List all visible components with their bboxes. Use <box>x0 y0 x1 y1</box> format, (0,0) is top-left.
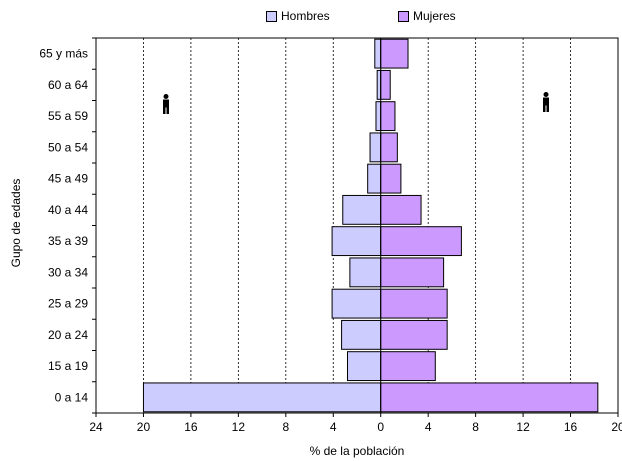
bar-hombres-2 <box>341 319 382 350</box>
x-tick-label: 16 <box>184 420 198 434</box>
legend-label-mujeres: Mujeres <box>413 9 456 23</box>
x-tick-label: 8 <box>282 420 289 434</box>
bars <box>142 38 599 413</box>
y-tick-label: 0 a 14 <box>55 390 89 404</box>
bar-hombres-8 <box>369 132 382 163</box>
bar-mujeres-8 <box>380 132 398 163</box>
x-tick-label: 12 <box>232 420 246 434</box>
bar-mujeres-6 <box>380 194 422 225</box>
bar-mujeres-5 <box>380 226 462 257</box>
y-tick-label: 65 y más <box>39 47 88 61</box>
bar-mujeres-2 <box>380 319 448 350</box>
x-tick-label: 20 <box>611 420 622 434</box>
y-tick-label: 30 a 34 <box>48 265 88 279</box>
y-tick-label: 25 a 29 <box>48 297 88 311</box>
x-tick-label: 4 <box>330 420 337 434</box>
bar-mujeres-3 <box>380 288 448 319</box>
legend-swatch-hombres <box>266 10 277 22</box>
x-tick-label: 12 <box>516 420 530 434</box>
y-tick-label: 40 a 44 <box>48 203 88 217</box>
x-tick-label: 0 <box>377 420 384 434</box>
y-tick-label: 35 a 39 <box>48 234 88 248</box>
female-figure-icon <box>543 92 549 112</box>
legend-item-hombres: Hombres <box>266 9 330 23</box>
bar-mujeres-10 <box>380 69 391 100</box>
bar-hombres-11 <box>374 38 382 69</box>
bar-mujeres-1 <box>380 351 436 382</box>
bar-hombres-6 <box>342 194 382 225</box>
bar-hombres-0 <box>142 382 382 413</box>
bar-mujeres-4 <box>380 257 445 288</box>
y-tick-label: 20 a 24 <box>48 328 88 342</box>
bar-mujeres-0 <box>380 382 599 413</box>
x-tick-label: 4 <box>425 420 432 434</box>
legend-swatch-mujeres <box>398 10 409 22</box>
legend-item-mujeres: Mujeres <box>398 9 456 23</box>
bar-hombres-4 <box>349 257 382 288</box>
bar-mujeres-7 <box>380 163 402 194</box>
y-tick-label: 60 a 64 <box>48 78 88 92</box>
tick-labels: 24 20 16 12 8 4 0 4 8 12 16 20 0 a 14 15 a 19 20 a 24 2… <box>39 47 622 434</box>
x-axis-title: % de la población <box>310 444 405 458</box>
x-tick-label: 24 <box>89 420 103 434</box>
y-tick-label: 50 a 54 <box>48 140 88 154</box>
y-tick-label: 45 a 49 <box>48 172 88 186</box>
y-tick-label: 55 a 59 <box>48 109 88 123</box>
bar-hombres-3 <box>331 288 382 319</box>
male-figure-icon <box>163 94 169 114</box>
bar-mujeres-11 <box>380 38 409 69</box>
x-tick-label: 16 <box>564 420 578 434</box>
bar-hombres-9 <box>375 101 382 132</box>
bar-hombres-1 <box>347 351 382 382</box>
bar-hombres-5 <box>331 226 382 257</box>
y-axis-title: Gupo de edades <box>9 179 23 268</box>
legend-label-hombres: Hombres <box>281 9 330 23</box>
bar-hombres-7 <box>367 163 382 194</box>
bar-hombres-10 <box>376 69 382 100</box>
y-tick-label: 15 a 19 <box>48 359 88 373</box>
axes <box>92 37 619 417</box>
x-tick-label: 8 <box>472 420 479 434</box>
x-tick-label: 20 <box>137 420 151 434</box>
bar-mujeres-9 <box>380 101 396 132</box>
